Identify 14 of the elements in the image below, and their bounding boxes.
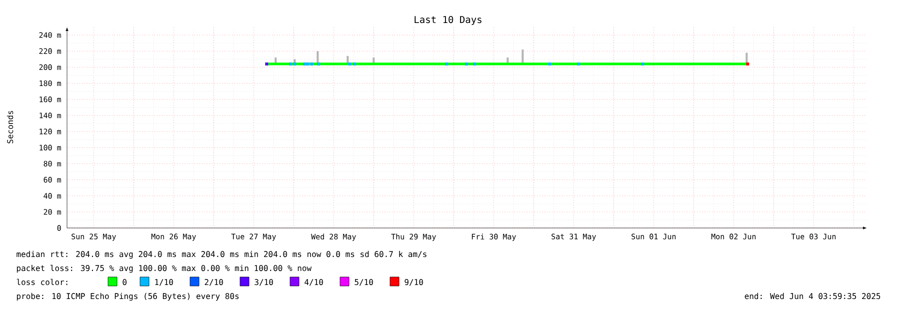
legend-label: 1/10 [155,279,173,286]
text: packet loss: 39.75 % avg 100.00 % max 0.00 % min 100.00 % now [16,264,312,273]
legend-label: 9/10 [404,279,423,286]
y-axis-title: Seconds [6,110,14,144]
legend-label: 3/10 [254,279,273,286]
legend-label: 5/10 [354,279,373,286]
text: end: Wed Jun 4 03:59:35 2025 [744,292,880,300]
chart-title: Last 10 Days [414,16,482,25]
text: probe: 10 ICMP Echo Pings (56 Bytes) every 80s [16,292,239,301]
text: median rtt: 204.0 ms avg 204.0 ms max 204.0 ms min 204.0 ms now 0.0 ms sd 60.7 k am/s [16,250,426,259]
legend-label: 0 [122,279,127,286]
legend-label: 2/10 [204,279,223,286]
legend-title: loss color: [16,278,68,286]
legend-label: 4/10 [304,279,323,286]
